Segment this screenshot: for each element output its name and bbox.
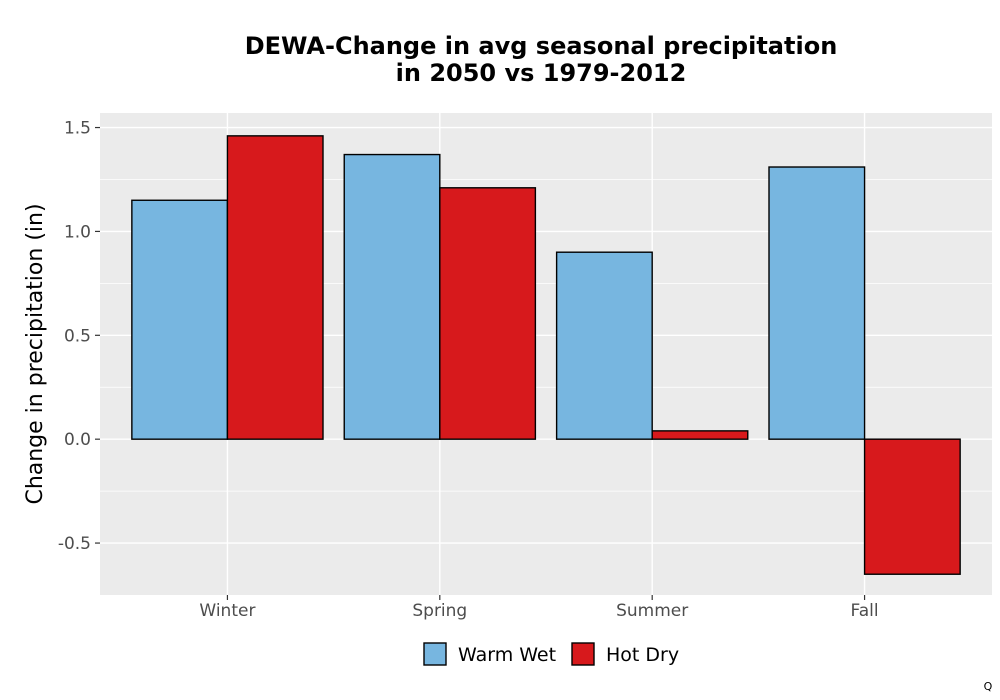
- y-axis-ticks: -0.5 0.0 0.5 1.0 1.5: [58, 119, 100, 554]
- x-tick-label: Winter: [199, 601, 255, 621]
- y-tick-label: -0.5: [58, 534, 91, 554]
- bar-hot-dry-fall: [863, 438, 961, 575]
- bar-warm-wet-summer: [555, 251, 653, 440]
- y-tick-label: 0.5: [64, 326, 91, 346]
- x-tick-label: Spring: [412, 601, 467, 621]
- bar-hot-dry-summer: [651, 430, 749, 440]
- y-tick-label: 1.5: [64, 119, 91, 139]
- legend-key-hot-dry: [571, 642, 595, 666]
- bar-hot-dry-spring: [439, 187, 537, 440]
- x-axis-ticks: Winter Spring Summer Fall: [199, 595, 879, 621]
- bar-warm-wet-fall: [768, 166, 866, 440]
- legend-label-hot-dry: Hot Dry: [606, 644, 679, 666]
- y-tick-label: 0.0: [64, 430, 91, 450]
- bar-hot-dry-winter: [226, 135, 324, 440]
- legend: Warm Wet Hot Dry: [423, 642, 679, 666]
- bar-warm-wet-spring: [343, 153, 441, 440]
- chart-title-line-2: in 2050 vs 1979-2012: [396, 59, 687, 87]
- corner-mark: Q: [984, 680, 993, 693]
- legend-key-warm-wet: [423, 642, 447, 666]
- bars: [131, 135, 961, 575]
- x-tick-label: Summer: [616, 601, 688, 621]
- x-tick-label: Fall: [851, 601, 879, 621]
- bar-warm-wet-winter: [131, 199, 229, 440]
- chart-title-line-1: DEWA-Change in avg seasonal precipitatio…: [245, 32, 838, 60]
- y-tick-label: 1.0: [64, 222, 91, 242]
- legend-label-warm-wet: Warm Wet: [458, 644, 556, 666]
- y-axis-title: Change in precipitation (in): [23, 203, 48, 504]
